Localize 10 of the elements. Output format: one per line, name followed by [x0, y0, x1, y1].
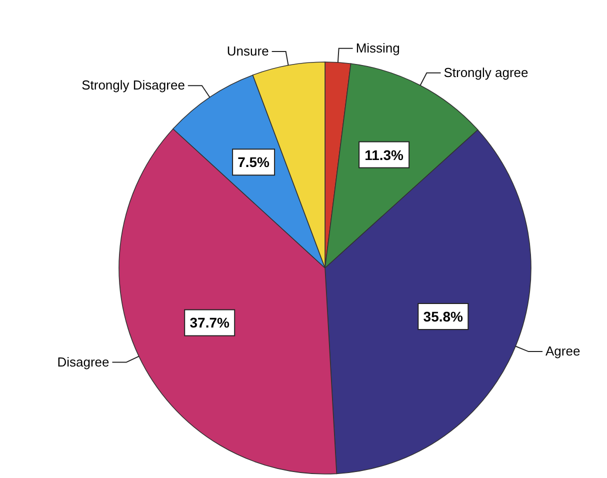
- slice-label: Unsure: [226, 44, 269, 59]
- data-label: 37.7%: [190, 314, 230, 331]
- data-label: 11.3%: [364, 146, 404, 163]
- slice-label: Strongly Disagree: [82, 78, 185, 93]
- slice-label: Agree: [546, 344, 580, 359]
- slice-label: Disagree: [57, 354, 110, 370]
- data-label: 35.8%: [423, 308, 464, 325]
- slice-label: Strongly agree: [444, 64, 528, 80]
- data-label: 7.5%: [238, 154, 270, 170]
- slice-label: Missing: [356, 40, 400, 56]
